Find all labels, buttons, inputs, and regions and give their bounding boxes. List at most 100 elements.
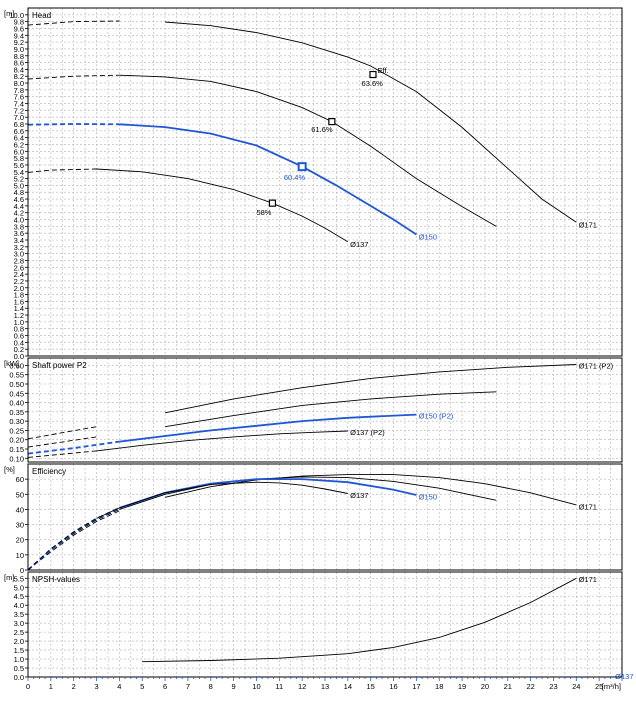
curve-label: Ø171 bbox=[579, 502, 597, 511]
y-tick-label: 4.0 bbox=[14, 601, 24, 610]
y-tick-label: 0.4 bbox=[14, 338, 24, 347]
y-tick-label: 7.6 bbox=[14, 93, 24, 102]
x-tick-label: 24 bbox=[572, 682, 580, 691]
head-frame bbox=[27, 7, 623, 357]
y-tick-label: 40 bbox=[16, 505, 24, 514]
y-tick-label: 6.0 bbox=[14, 147, 24, 156]
x-tick-label: 15 bbox=[367, 682, 375, 691]
curve-dashed bbox=[27, 510, 120, 571]
x-tick-label: 18 bbox=[435, 682, 443, 691]
curve-label: 58% bbox=[256, 208, 271, 217]
y-tick-label: 6.8 bbox=[14, 120, 24, 129]
power-panel: 0.100.150.200.250.300.350.400.450.500.55… bbox=[4, 357, 623, 463]
curve-solid bbox=[165, 21, 577, 223]
y-tick-label: 3.0 bbox=[14, 619, 24, 628]
y-tick-label: 0.20 bbox=[9, 436, 24, 445]
chart-panels: 0.00.20.40.60.81.01.21.41.61.82.02.22.42… bbox=[4, 7, 634, 682]
x-tick-label: 5 bbox=[140, 682, 144, 691]
y-tick-label: 5.4 bbox=[14, 168, 24, 177]
y-tick-label: 0.15 bbox=[9, 445, 24, 454]
x-tick-label: 2 bbox=[72, 682, 76, 691]
x-tick-label: 9 bbox=[232, 682, 236, 691]
x-tick-label: 10 bbox=[252, 682, 260, 691]
y-tick-label: 0.30 bbox=[9, 417, 24, 426]
x-axis: 0 1 2 3 4 5 6 7 8 9 10 11 12 13 14 15 16 17 18 19 20 21 22 23 24… bbox=[26, 677, 623, 691]
power-unit-label: [kW] bbox=[4, 359, 19, 368]
y-tick-label: 9.4 bbox=[14, 31, 24, 40]
y-tick-label: 0.0 bbox=[14, 352, 24, 361]
y-tick-label: 2.0 bbox=[14, 284, 24, 293]
npsh-grid bbox=[28, 572, 622, 677]
curve-dashed bbox=[27, 20, 120, 26]
y-tick-label: 2.6 bbox=[14, 263, 24, 272]
curve-label: Ø137 bbox=[350, 491, 368, 500]
curve-solid bbox=[119, 476, 497, 510]
x-tick-label: 12 bbox=[298, 682, 306, 691]
curve-label: Ø150 (P2) bbox=[419, 412, 454, 421]
y-tick-label: 0.60 bbox=[9, 361, 24, 370]
y-tick-label: 3.4 bbox=[14, 236, 24, 245]
efficiency-title: Efficiency bbox=[32, 467, 66, 476]
y-tick-label: 10.0 bbox=[9, 11, 24, 20]
curve-label: 61.6% bbox=[311, 125, 333, 134]
efficiency-marker bbox=[328, 118, 336, 126]
y-tick-label: 2.0 bbox=[14, 637, 24, 646]
curve-label: Ø150 bbox=[419, 233, 437, 242]
y-tick-label: 8.2 bbox=[14, 72, 24, 81]
y-tick-label: 0.45 bbox=[9, 389, 24, 398]
y-tick-label: 0.55 bbox=[9, 371, 24, 380]
x-tick-label: 17 bbox=[412, 682, 420, 691]
x-tick-label: 3 bbox=[94, 682, 98, 691]
y-tick-label: 5.2 bbox=[14, 175, 24, 184]
y-tick-label: 4.8 bbox=[14, 188, 24, 197]
y-tick-label: 0.25 bbox=[9, 426, 24, 435]
y-tick-label: 8.6 bbox=[14, 59, 24, 68]
x-tick-label: 0 bbox=[26, 682, 30, 691]
y-tick-label: 3.6 bbox=[14, 229, 24, 238]
head-title: Head bbox=[32, 11, 51, 20]
power-frame bbox=[27, 357, 623, 463]
curve-dashed bbox=[27, 123, 120, 126]
y-tick-label: 7.4 bbox=[14, 100, 24, 109]
curve-label: Eff. bbox=[378, 66, 389, 75]
head-grid bbox=[28, 8, 622, 356]
curve-label: Ø171 bbox=[579, 221, 597, 230]
curve-label: Ø150 bbox=[419, 493, 437, 502]
y-tick-label: 50 bbox=[16, 490, 24, 499]
curve-dashed bbox=[27, 74, 120, 80]
curve-solid bbox=[96, 430, 348, 452]
y-tick-label: 5.6 bbox=[14, 161, 24, 170]
y-tick-label: 0.2 bbox=[14, 345, 24, 354]
y-tick-label: 3.2 bbox=[14, 243, 24, 252]
efficiency-panel: 0 10 20 30 40 50 60[%] Efficiency Ø171 Ø150 Ø137 bbox=[4, 463, 623, 575]
x-tick-label: 20 bbox=[481, 682, 489, 691]
y-tick-label: 30 bbox=[16, 521, 24, 530]
y-tick-label: 0.8 bbox=[14, 325, 24, 334]
y-tick-label: 1.5 bbox=[14, 646, 24, 655]
y-tick-label: 8.0 bbox=[14, 79, 24, 88]
npsh-title: NPSH-values bbox=[32, 575, 80, 584]
head-y-axis: 0.00.20.40.60.81.01.21.41.61.82.02.22.42… bbox=[9, 11, 28, 361]
y-tick-label: 1.8 bbox=[14, 291, 24, 300]
y-tick-label: 8.4 bbox=[14, 65, 24, 74]
y-tick-label: 4.0 bbox=[14, 216, 24, 225]
head-unit-label: [m] bbox=[4, 9, 14, 18]
efficiency-unit-label: [%] bbox=[4, 465, 15, 474]
x-tick-label: 13 bbox=[321, 682, 329, 691]
y-tick-label: 0.5 bbox=[14, 664, 24, 673]
y-tick-label: 5.0 bbox=[14, 181, 24, 190]
curve-dashed bbox=[27, 440, 120, 455]
y-tick-label: 20 bbox=[16, 536, 24, 545]
efficiency-marker bbox=[297, 162, 307, 172]
y-tick-label: 1.6 bbox=[14, 297, 24, 306]
efficiency-grid bbox=[28, 464, 622, 570]
curve-label: Ø137 (P2) bbox=[350, 428, 385, 437]
curve-dashed bbox=[27, 518, 97, 571]
y-tick-label: 4.2 bbox=[14, 209, 24, 218]
y-tick-label: 9.8 bbox=[14, 18, 24, 27]
y-tick-label: 7.2 bbox=[14, 106, 24, 115]
x-unit-label: [m³/h] bbox=[602, 682, 621, 691]
y-tick-label: 6.4 bbox=[14, 134, 24, 143]
y-tick-label: 0 bbox=[20, 566, 24, 575]
